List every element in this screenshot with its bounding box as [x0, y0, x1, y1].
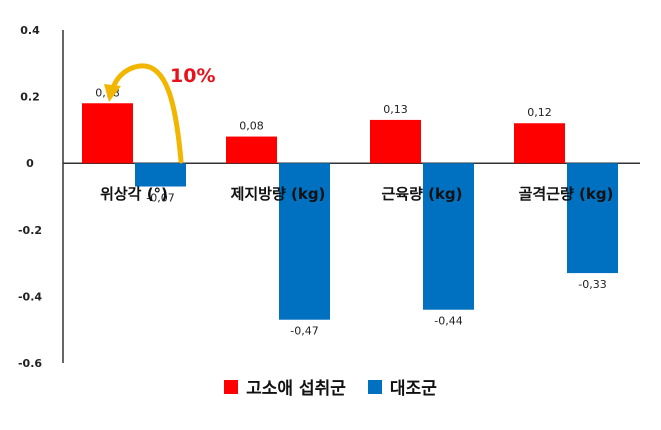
- bar: [567, 163, 618, 274]
- data-labels: 0,18-0,070,08-0,470,13-0,440,12-0,33: [95, 86, 606, 337]
- annotation-text: 10%: [170, 65, 215, 87]
- y-tick-label: 0: [26, 157, 34, 170]
- legend-item-series-2: 대조군: [367, 374, 437, 399]
- y-tick-label: -0.4: [18, 290, 42, 303]
- legend-item-series-1: 고소애 섭취군: [224, 374, 346, 399]
- data-label: 0,13: [383, 103, 408, 116]
- bar: [423, 163, 474, 310]
- legend-label-series-2: 대조군: [389, 379, 437, 399]
- y-tick-label: -0.2: [18, 224, 42, 237]
- bars: [82, 103, 618, 320]
- bar: [82, 103, 133, 164]
- category-labels: 위상각 (°) 제지방량 (kg) 근육량 (kg) 골격근량 (kg): [100, 185, 613, 203]
- data-label: -0,07: [146, 192, 174, 205]
- legend-swatch-series-1: [224, 379, 239, 394]
- bar: [226, 136, 277, 164]
- category-label: 골격근량 (kg): [519, 185, 614, 203]
- data-label: -0,33: [578, 278, 606, 291]
- annotation: 10%: [104, 63, 215, 164]
- bar: [370, 119, 421, 164]
- y-tick-label: -0.6: [18, 357, 42, 370]
- legend: 고소애 섭취군 대조군: [0, 374, 661, 399]
- category-label: 위상각 (°): [100, 185, 168, 203]
- category-label: 제지방량 (kg): [231, 185, 326, 203]
- data-label: -0,47: [290, 325, 318, 338]
- data-label: -0,44: [434, 315, 462, 328]
- category-label: 근육량 (kg): [381, 185, 462, 203]
- y-tick-label: 0.2: [20, 91, 40, 104]
- legend-label-series-1: 고소애 섭취군: [246, 379, 346, 399]
- legend-swatch-series-2: [367, 379, 382, 394]
- annotation-arrowhead: [104, 84, 121, 102]
- data-label: 0,12: [527, 106, 552, 119]
- annotation-arrow: [110, 63, 184, 164]
- data-label: 0,08: [239, 120, 264, 133]
- y-tick-label: 0.4: [20, 24, 40, 37]
- bar: [514, 123, 565, 164]
- bar: [135, 163, 186, 187]
- y-tick-labels: 0.4 0.2 0 -0.2 -0.4 -0.6: [18, 24, 42, 370]
- bar: [279, 163, 330, 320]
